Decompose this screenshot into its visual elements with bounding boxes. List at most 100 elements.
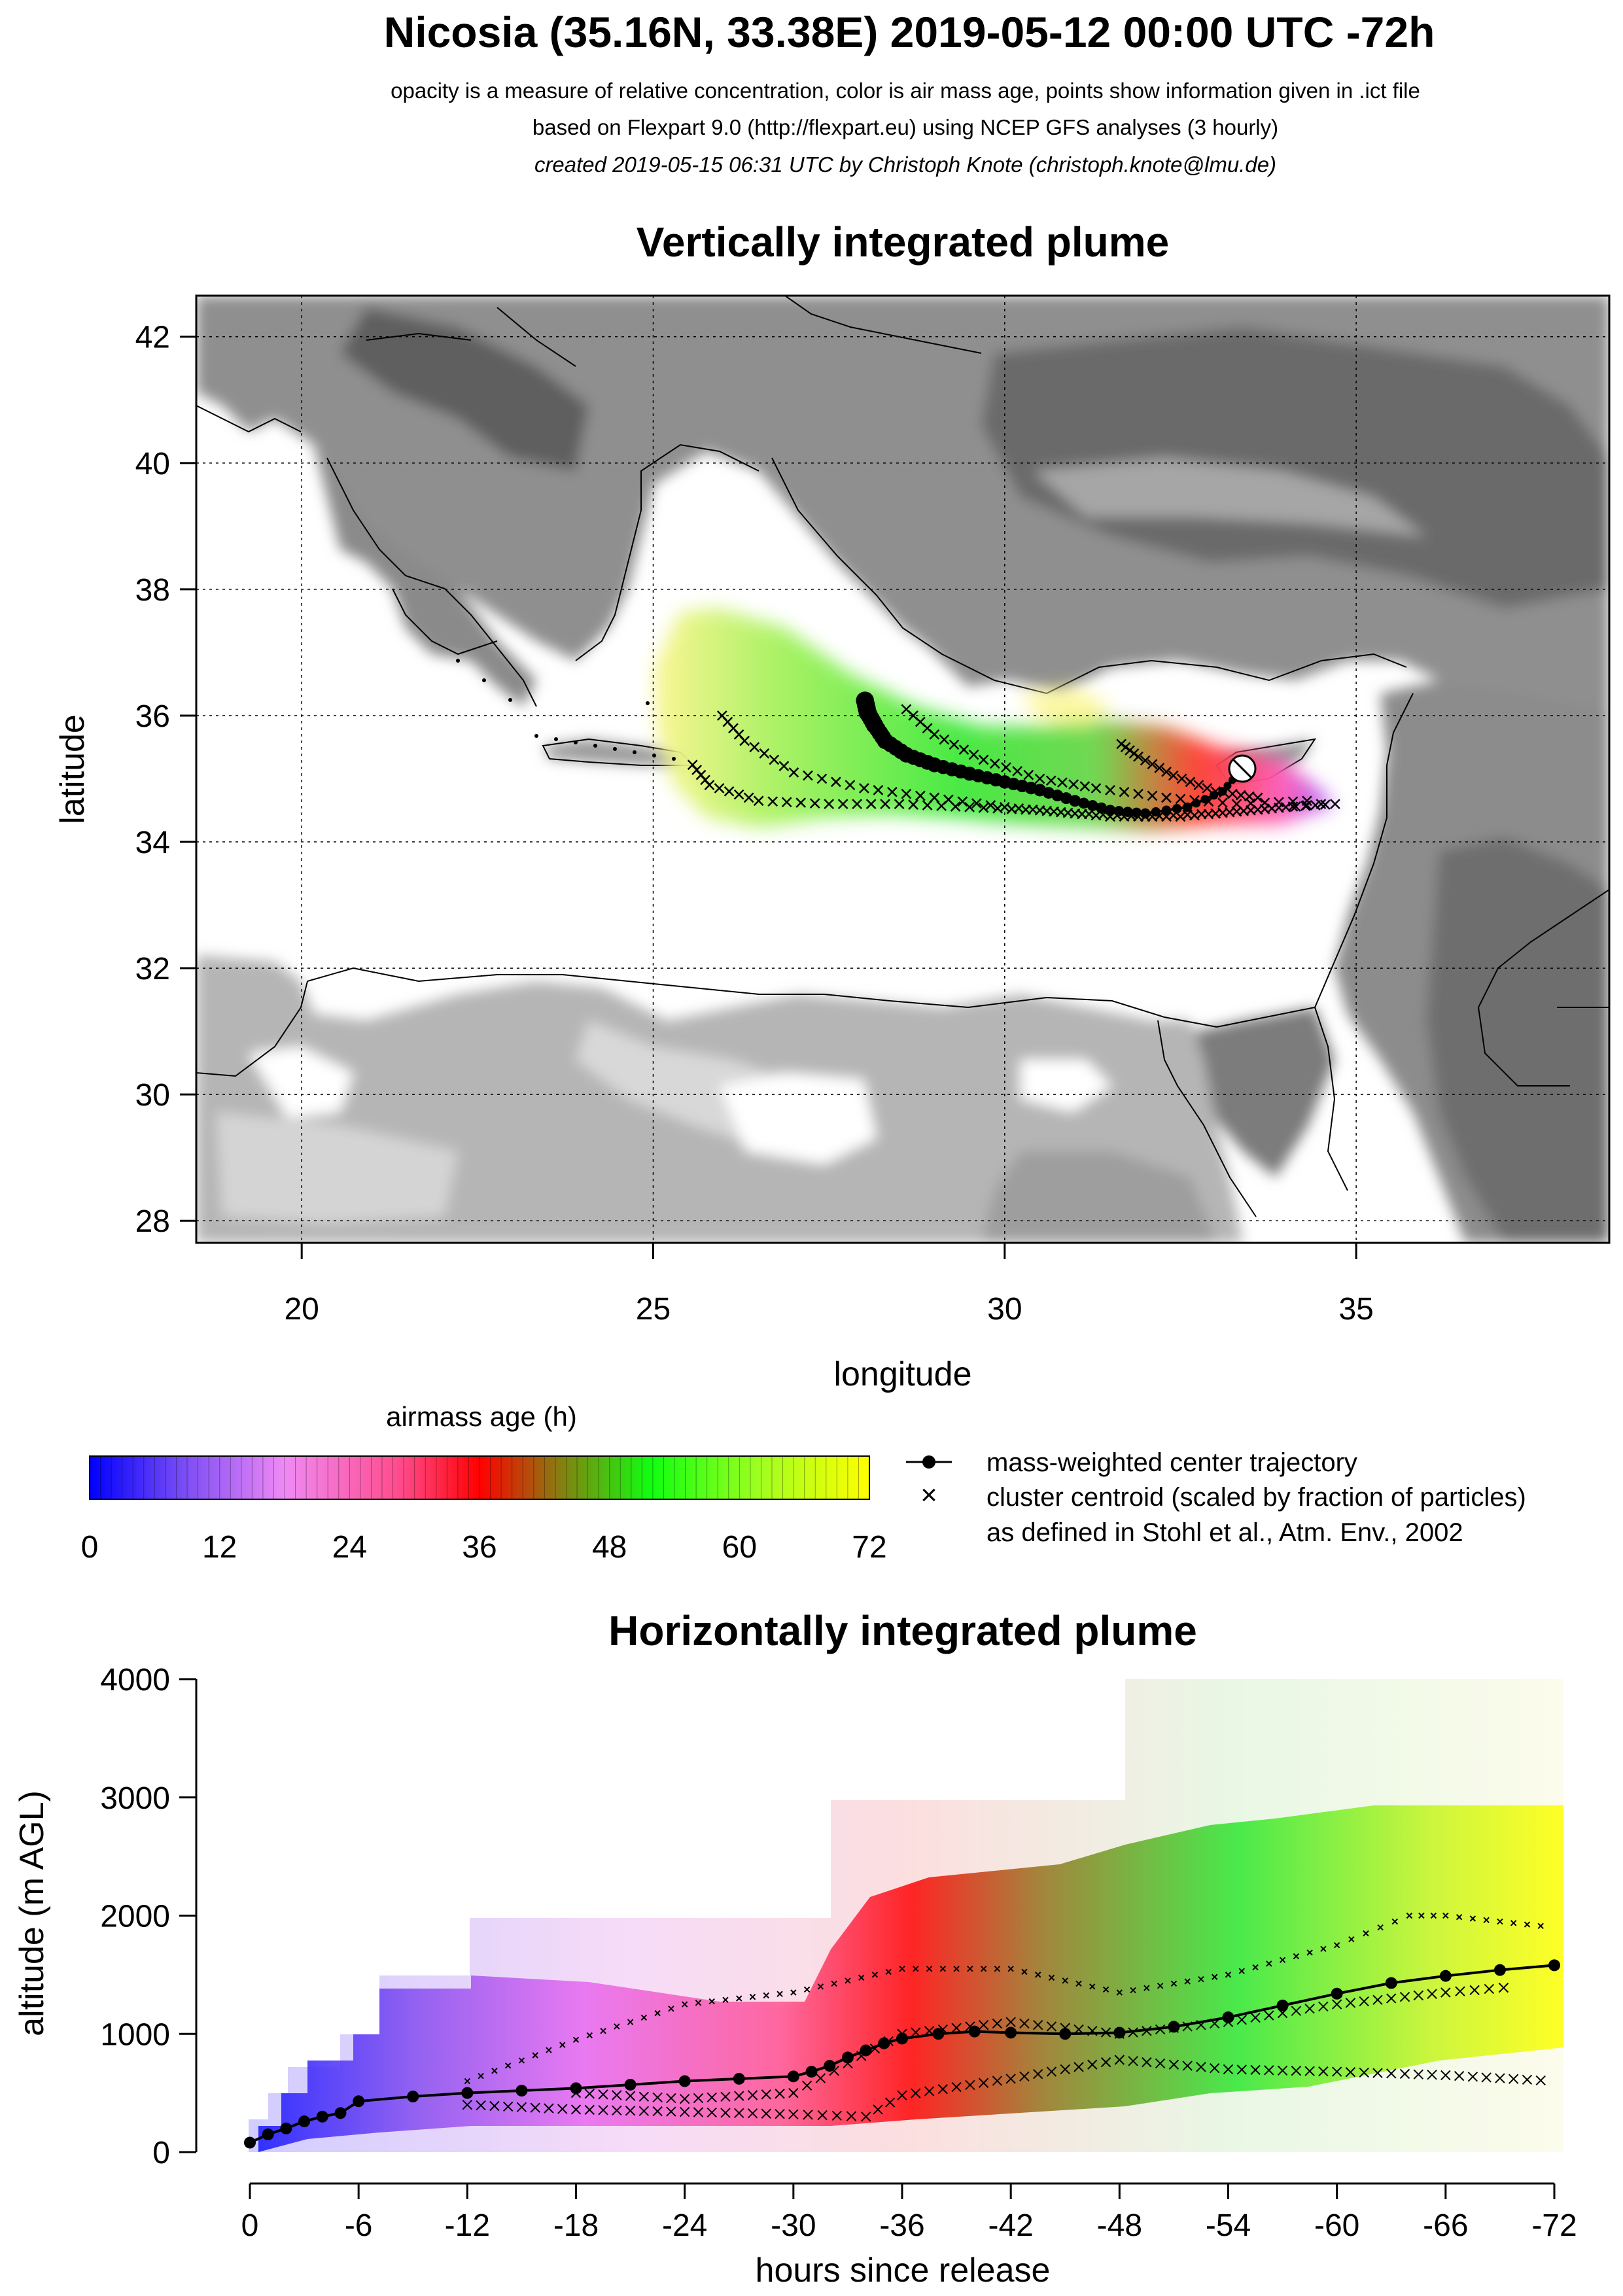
altitude-cluster-marker-b xyxy=(1128,2056,1138,2066)
altitude-cluster-marker xyxy=(1236,2064,1247,2075)
altitude-cluster-marker xyxy=(1033,2068,1043,2079)
altitude-center-trajectory-point xyxy=(1222,2011,1234,2023)
cluster-centroid-marker-b xyxy=(759,748,770,759)
altitude-cluster-marker-b xyxy=(1291,2006,1302,2016)
cluster-centroid-marker xyxy=(865,799,877,809)
cluster-centroid-marker-b xyxy=(1034,805,1045,816)
cluster-centroid-marker-b xyxy=(704,780,715,791)
cluster-centroid-marker xyxy=(1302,800,1312,810)
cluster-centroid-marker xyxy=(915,790,926,801)
altitude-cluster-marker xyxy=(1168,2023,1179,2033)
altitude-xtick-label: -18 xyxy=(553,2208,599,2243)
altitude-cluster-marker-b xyxy=(491,2068,498,2074)
altitude-cluster-marker xyxy=(980,1966,987,1972)
subtitle-line-3: created 2019-05-15 06:31 UTC by Christop… xyxy=(534,152,1276,177)
cluster-centroid-marker-b xyxy=(958,744,969,755)
altitude-cluster-marker xyxy=(939,1966,947,1972)
altitude-cluster-marker xyxy=(1345,2067,1356,2078)
cluster-centroid-marker-b xyxy=(700,774,710,786)
altitude-cluster-marker xyxy=(1293,1953,1300,1960)
altitude-cluster-marker-b xyxy=(801,2080,812,2091)
cluster-centroid-marker-b xyxy=(1287,796,1299,807)
altitude-cluster-marker-b xyxy=(504,2062,512,2069)
legend-line-label: mass-weighted center trajectory xyxy=(986,1448,1357,1477)
altitude-cluster-marker xyxy=(1318,2001,1329,2012)
altitude-cluster-marker-b xyxy=(546,2047,552,2053)
altitude-cluster-marker-b xyxy=(939,1966,947,1972)
cluster-centroid-marker-b xyxy=(929,729,940,740)
altitude-cluster-marker xyxy=(843,2058,853,2069)
altitude-cluster-marker xyxy=(803,2110,813,2120)
altitude-center-trajectory-point xyxy=(570,2082,582,2095)
altitude-cluster-marker-b xyxy=(1413,2069,1423,2079)
cluster-centroid-marker xyxy=(1077,809,1087,820)
altitude-cluster-marker-b xyxy=(532,2052,538,2059)
altitude-cluster-marker-b xyxy=(953,1966,960,1972)
altitude-cluster-marker-b xyxy=(707,2092,717,2103)
altitude-cluster-marker xyxy=(1046,2021,1057,2032)
altitude-cluster-marker xyxy=(544,2103,554,2113)
cluster-centroid-marker-b xyxy=(795,797,807,809)
altitude-cluster-marker xyxy=(1277,2065,1288,2076)
legend-cross-label-2: as defined in Stohl et al., Atm. Env., 2… xyxy=(986,1518,1463,1547)
map-ytick-label: 32 xyxy=(135,952,170,986)
altitude-center-trajectory-point xyxy=(896,2032,908,2045)
altitude-center-trajectory-point xyxy=(1548,1959,1560,1972)
altitude-cluster-marker xyxy=(478,2072,484,2079)
altitude-cluster-marker xyxy=(598,2089,608,2100)
altitude-center-trajectory-point xyxy=(733,2072,745,2085)
altitude-cluster-marker-b xyxy=(1399,2068,1410,2079)
center-trajectory-point xyxy=(1223,782,1232,790)
altitude-center-trajectory-point xyxy=(461,2087,474,2099)
cluster-centroid-marker xyxy=(816,773,828,784)
altitude-cluster-marker xyxy=(1142,2057,1152,2068)
trajectory-legend: mass-weighted center trajectory × cluste… xyxy=(906,1448,1526,1547)
altitude-cluster-marker xyxy=(532,2052,538,2059)
cluster-centroid-marker xyxy=(852,799,863,809)
altitude-cluster-marker xyxy=(1359,2067,1369,2078)
altitude-xtick-label: -60 xyxy=(1314,2208,1359,2243)
cluster-centroid-marker-b xyxy=(1021,804,1031,815)
altitude-cluster-marker-b xyxy=(600,2028,606,2034)
altitude-cluster-marker-b xyxy=(572,2036,580,2043)
cluster-centroid-marker-b xyxy=(1077,809,1087,820)
altitude-cluster-marker xyxy=(1498,1983,1509,1993)
cluster-centroid-marker xyxy=(845,780,856,791)
altitude-cluster-marker xyxy=(1363,1930,1369,1937)
altitude-cluster-marker-b xyxy=(1170,1980,1178,1987)
altitude-cluster-marker-b xyxy=(1318,2001,1329,2012)
altitude-xtick-label: -6 xyxy=(345,2208,373,2243)
altitude-cluster-marker xyxy=(625,2091,636,2101)
altitude-cluster-marker-b xyxy=(1293,1953,1300,1960)
cluster-centroid-marker-b xyxy=(915,716,926,727)
cluster-centroid-marker-b xyxy=(1133,788,1143,799)
altitude-cluster-marker-b xyxy=(1210,2018,1220,2029)
altitude-cluster-marker xyxy=(1508,2074,1519,2084)
altitude-cluster-marker xyxy=(1318,2066,1329,2077)
cluster-centroid-marker xyxy=(1006,803,1017,814)
altitude-cluster-marker-b xyxy=(1142,2026,1152,2036)
altitude-cluster-marker xyxy=(734,2108,744,2119)
cluster-centroid-marker xyxy=(1217,797,1228,809)
cluster-centroid-marker xyxy=(968,749,979,760)
altitude-cluster-marker-b xyxy=(1304,2004,1315,2014)
altitude-cluster-marker xyxy=(1391,1918,1398,1925)
cluster-centroid-marker xyxy=(1316,799,1327,809)
altitude-cluster-marker xyxy=(1348,1936,1355,1943)
cluster-centroid-marker xyxy=(1231,799,1242,809)
cluster-centroid-marker xyxy=(1231,806,1242,817)
center-trajectory-point xyxy=(1183,802,1193,812)
cluster-centroid-marker xyxy=(1203,796,1214,807)
altitude-cluster-marker-b xyxy=(871,1972,879,1978)
altitude-cluster-marker xyxy=(761,2089,771,2100)
altitude-cluster-marker xyxy=(1155,2058,1166,2069)
altitude-cluster-marker-b xyxy=(978,2078,989,2088)
altitude-cluster-marker-b xyxy=(1399,1992,1410,2002)
altitude-cluster-marker-b xyxy=(666,2093,676,2104)
altitude-cluster-marker-b xyxy=(1469,1915,1476,1922)
center-trajectory-point xyxy=(1161,805,1172,815)
altitude-cluster-marker-b xyxy=(831,2110,843,2121)
altitude-cluster-marker-b xyxy=(951,2023,962,2033)
cluster-centroid-marker-b xyxy=(1006,803,1017,814)
altitude-cluster-marker-b xyxy=(1236,2064,1247,2075)
